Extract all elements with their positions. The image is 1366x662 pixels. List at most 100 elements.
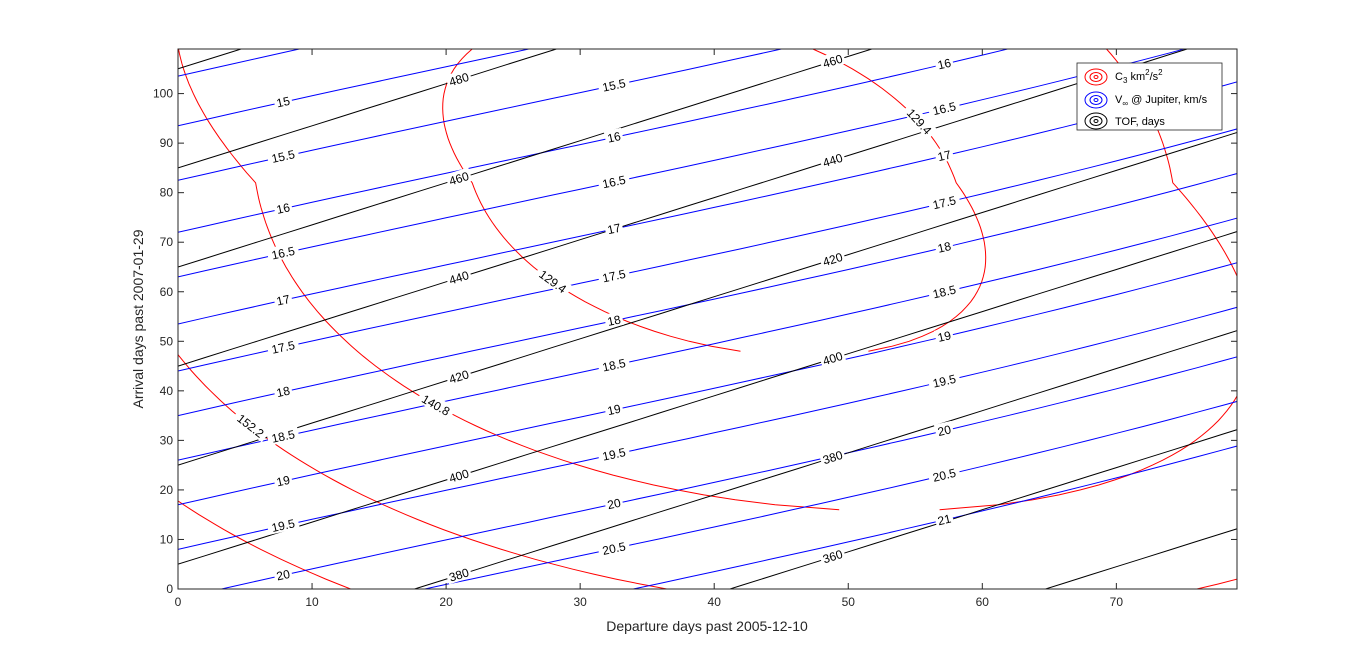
vinf-contour-21	[630, 445, 1237, 589]
x-tick-label: 50	[842, 595, 856, 609]
c3-contour-label-152-2-bg	[231, 408, 271, 443]
vinf-contour-label-21-2: 21	[936, 511, 953, 528]
tof-contour-label-440-0-bg	[444, 266, 473, 288]
tof-contour-label-460-0-bg	[444, 167, 473, 189]
vinf-contour-label-18-5-0: 18.5	[270, 427, 296, 446]
tof-contour-460	[178, 49, 874, 268]
vinf-contour-label-19-5-1: 19.5	[601, 445, 627, 464]
vinf-contour-label-19-5-0-bg	[266, 514, 300, 535]
vinf-contour-label-19-5-2-bg	[927, 369, 961, 391]
y-tick-label: 0	[166, 582, 173, 596]
y-tick-label: 80	[160, 186, 174, 200]
tof-contour-label-380-0-bg	[444, 563, 473, 585]
tof-contour-label-460-0: 460	[447, 169, 471, 188]
vinf-contour-label-20-0-bg	[272, 565, 294, 583]
vinf-contour-label-20-5-2: 20.5	[931, 466, 957, 485]
plot-frame	[177, 48, 1238, 590]
c3-contour-line	[178, 49, 840, 511]
vinf-contour-label-16-0: 16	[275, 200, 291, 217]
tof-contour-label-420-0: 420	[447, 367, 471, 386]
vinf-contour-label-15-5-1: 15.5	[601, 76, 627, 95]
vinf-contour-label-20-0: 20	[275, 567, 291, 584]
tof-contour-440	[178, 49, 1189, 367]
y-tick-label: 70	[160, 235, 174, 249]
x-tick-label: 20	[439, 595, 453, 609]
y-axis-label: Arrival days past 2007-01-29	[130, 229, 146, 408]
vinf-contour-label-16-2: 16	[936, 56, 953, 73]
vinf-contour-label-16-5-1-bg	[597, 170, 631, 192]
tof-contour-360	[728, 429, 1237, 589]
tof-contour-400	[178, 231, 1237, 565]
vinf-contour-label-18-2: 18	[936, 239, 953, 256]
vinf-contour-label-19-1: 19	[606, 402, 622, 419]
vinf-contour-label-19-0-bg	[272, 471, 294, 489]
c3-contour-line	[178, 353, 670, 589]
tof-contour-label-440-0: 440	[447, 268, 471, 287]
vinf-contour-label-17-5-1-bg	[597, 265, 631, 286]
vinf-contour-label-16-1: 16	[606, 129, 622, 146]
x-tick-label: 70	[1110, 595, 1124, 609]
vinf-contour-15-5	[178, 49, 784, 181]
vinf-contour-16-5	[178, 49, 1187, 278]
vinf-contour-16	[178, 49, 1010, 233]
vinf-contour-label-16-5-0-bg	[266, 242, 300, 263]
y-tick-label: 20	[160, 483, 174, 497]
tof-contour-label-440-1-bg	[818, 149, 847, 170]
tof-contour-420	[178, 131, 1237, 466]
vinf-contour-label-18-2-bg	[933, 237, 955, 256]
legend: C3 km2/s2 V∞ @ Jupiter, km/s TOF, days	[1076, 62, 1223, 131]
tof-contour-label-460-1-bg	[818, 50, 847, 71]
vinf-contour-label-18-1: 18	[606, 312, 622, 329]
tof-contour-label-400-0: 400	[447, 466, 471, 485]
x-axis-label: Departure days past 2005-12-10	[606, 618, 808, 634]
vinf-contour-label-16-0-bg	[272, 198, 294, 217]
tof-contour-label-360-1-bg	[818, 545, 847, 567]
tof-contour-label-400-1: 400	[821, 349, 845, 368]
vinf-contour-19	[178, 262, 1237, 506]
vinf-contour-label-20-1-bg	[603, 494, 624, 512]
tof-contour-label-420-0-bg	[444, 365, 473, 387]
legend-c3-label: C3 km2/s2	[1115, 68, 1163, 85]
tof-contour-label-480-0: 480	[447, 70, 471, 89]
vinf-contour-label-20-5-1-bg	[597, 537, 631, 558]
tof-contour-label-420-1: 420	[821, 250, 845, 269]
vinf-contour-label-15-5-0-bg	[266, 145, 300, 166]
vinf-contour-18	[178, 173, 1237, 417]
tof-contour-480	[178, 49, 559, 169]
vinf-contour-label-19-5-2: 19.5	[931, 372, 957, 391]
vinf-contour-label-18-0-bg	[272, 382, 294, 400]
y-tick-label: 30	[160, 433, 174, 447]
vinf-contour-label-15-5-1-bg	[597, 74, 631, 95]
vinf-contour-label-18-1-bg	[603, 311, 624, 329]
vinf-contour-label-17-2: 17	[936, 147, 953, 164]
vinf-contour-label-17-1: 17	[606, 221, 622, 238]
c3-contour-140-8	[178, 49, 1237, 511]
y-tick-label: 50	[160, 334, 174, 348]
vinf-contour-label-19-5-1-bg	[597, 443, 631, 464]
c3-contour-line	[178, 500, 352, 589]
vinf-contour-label-19-1-bg	[603, 400, 624, 418]
vinf-contour-label-17-5-1: 17.5	[601, 267, 627, 286]
vinf-contour-label-15-0: 15	[275, 94, 291, 111]
vinf-contour-17	[178, 81, 1237, 325]
tof-contour-label-420-1-bg	[818, 248, 847, 269]
c3-contour-label-140-8: 140.8	[419, 392, 452, 419]
c3-contour-line	[811, 49, 987, 352]
vinf-contour-label-17-5-0: 17.5	[270, 338, 296, 357]
vinf-contour-label-18-5-2-bg	[927, 280, 961, 302]
y-tick-label: 10	[160, 532, 174, 546]
vinf-contour-label-16-5-1: 16.5	[601, 173, 627, 192]
vinf-contour-label-16-2-bg	[933, 54, 955, 72]
vinf-contour-label-20-5-1: 20.5	[601, 539, 627, 558]
vinf-contour-label-19-2: 19	[936, 328, 953, 345]
c3-contour-129-4	[442, 49, 987, 352]
vinf-contour-label-17-0: 17	[275, 292, 291, 309]
vinf-contour-label-21-2-bg	[933, 510, 955, 528]
c3-contour-152-2	[178, 353, 1237, 589]
tof-contour-label-360-1: 360	[821, 547, 845, 566]
legend-vinf-label: V∞ @ Jupiter, km/s	[1115, 94, 1208, 108]
tof-contour-label-380-1: 380	[821, 448, 845, 467]
c3-contour-line	[939, 49, 1237, 511]
